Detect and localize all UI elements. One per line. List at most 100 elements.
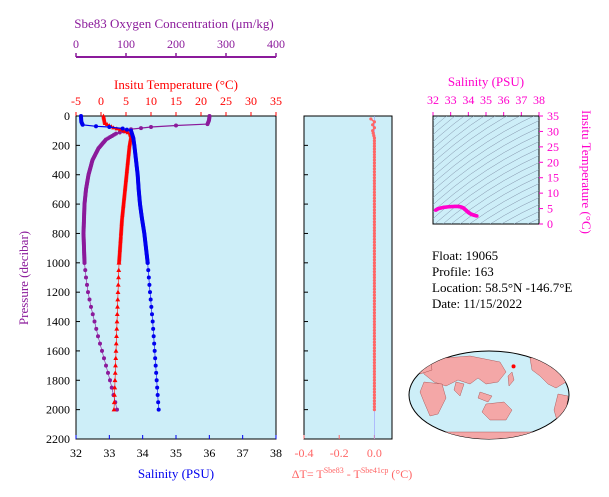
delta-point — [372, 287, 376, 291]
temperature-tick-label: 30 — [245, 94, 257, 108]
delta-point — [372, 299, 376, 303]
salinity-point — [150, 312, 154, 317]
delta-point — [372, 173, 376, 177]
delta-point — [372, 150, 376, 154]
ts-salinity-tick-label: 33 — [445, 93, 457, 107]
pressure-tick-label: 1400 — [46, 315, 70, 329]
oxygen-axis-title: Sbe83 Oxygen Concentration (μm/kg) — [74, 16, 273, 31]
profile-number: Profile: 163 — [432, 264, 494, 279]
salinity-tick-label: 36 — [203, 446, 215, 460]
ts-temperature-tick-label: 30 — [547, 124, 559, 138]
ts-temperature-tick-label: 25 — [547, 140, 559, 154]
pressure-tick-label: 1200 — [46, 285, 70, 299]
temperature-point — [115, 296, 121, 302]
float-location-dot — [511, 364, 516, 369]
delta-point — [372, 136, 376, 140]
oxygen-point — [117, 130, 122, 135]
delta-tick-label: 0.0 — [367, 446, 382, 460]
delta-point — [372, 272, 376, 277]
oxygen-point — [82, 260, 87, 265]
ts-salinity-axis-ticks: 32 33 34 35 36 37 38 — [427, 93, 545, 116]
location: Location: 58.5°N -146.7°E — [432, 280, 572, 295]
delta-point — [372, 349, 376, 353]
delta-point — [372, 302, 376, 306]
delta-point — [372, 231, 376, 236]
delta-point — [372, 290, 376, 294]
density-contour — [442, 162, 539, 224]
delta-point — [372, 281, 376, 285]
delta-point — [372, 252, 376, 256]
temperature-point — [111, 407, 117, 412]
delta-point — [372, 393, 376, 397]
delta-point — [372, 211, 376, 215]
salinity-point — [147, 282, 152, 287]
world-map — [408, 350, 570, 440]
delta-point — [372, 343, 376, 347]
delta-point — [372, 390, 376, 394]
delta-point — [372, 243, 376, 247]
pressure-tick-label: 800 — [52, 226, 70, 240]
date: Date: 11/15/2022 — [432, 296, 522, 311]
float-info: Float: 19065 Profile: 163 Location: 58.5… — [432, 248, 572, 311]
ts-temperature-tick-label: 15 — [547, 171, 559, 185]
ts-temperature-tick-label: 20 — [547, 155, 559, 169]
pressure-tick-label: 0 — [64, 109, 70, 123]
delta-point — [372, 340, 376, 344]
indonesia-landmass — [477, 391, 493, 403]
density-contour — [433, 148, 539, 219]
delta-point — [372, 228, 376, 233]
delta-point — [372, 181, 376, 186]
delta-point — [372, 405, 376, 409]
pressure-tick-label: 200 — [52, 138, 70, 152]
salinity-point — [146, 275, 151, 280]
delta-point — [372, 133, 376, 138]
delta-point — [372, 363, 376, 368]
ts-salinity-tick-label: 32 — [427, 93, 439, 107]
temperature-tick-label: 5 — [123, 94, 129, 108]
delta-point — [372, 139, 376, 143]
antarctica-landmass — [419, 431, 561, 439]
delta-point — [372, 193, 376, 197]
delta-point — [372, 396, 376, 400]
temperature-tick-label: 25 — [220, 94, 232, 108]
salinity-point — [145, 260, 150, 265]
temperature-point — [115, 304, 120, 309]
temperature-point — [115, 282, 121, 287]
oxygen-point — [104, 363, 108, 368]
oxygen-point — [100, 348, 104, 353]
delta-point — [371, 129, 375, 133]
delta-point — [372, 369, 376, 374]
delta-point — [372, 237, 376, 241]
temperature-tick-label: 35 — [270, 94, 282, 108]
profile-plot-area — [75, 115, 277, 440]
pressure-tick-label: 600 — [52, 197, 70, 211]
float-id: Float: 19065 — [432, 248, 498, 263]
delta-point — [372, 366, 376, 371]
ts-density-contours — [433, 116, 539, 224]
pressure-tick-label: 2000 — [46, 403, 70, 417]
oxygen-point — [149, 125, 153, 130]
delta-point — [372, 328, 376, 332]
delta-point — [372, 152, 376, 157]
delta-point — [372, 378, 376, 382]
delta-point — [372, 308, 376, 312]
oxygen-tick-label: 100 — [117, 37, 135, 51]
delta-point — [372, 384, 376, 388]
temperature-series — [101, 113, 134, 412]
salinity-point — [146, 268, 151, 273]
pressure-axis-ticks: 0 200 400 600 800 1000 1200 1400 1600 1800 2000 220… — [46, 109, 80, 446]
ts-salinity-tick-label: 37 — [515, 93, 527, 107]
oxygen-point — [90, 312, 95, 317]
oxygen-point — [115, 407, 119, 412]
delta-point — [372, 314, 376, 318]
salinity-point — [155, 385, 160, 390]
oxygen-point — [174, 123, 178, 128]
ts-temperature-tick-label: 35 — [547, 109, 559, 123]
oxygen-point — [205, 122, 210, 127]
delta-plot-area — [303, 115, 393, 440]
delta-point — [372, 275, 376, 280]
delta-point — [372, 147, 376, 151]
delta-point — [372, 337, 376, 341]
salinity-point — [155, 392, 160, 397]
